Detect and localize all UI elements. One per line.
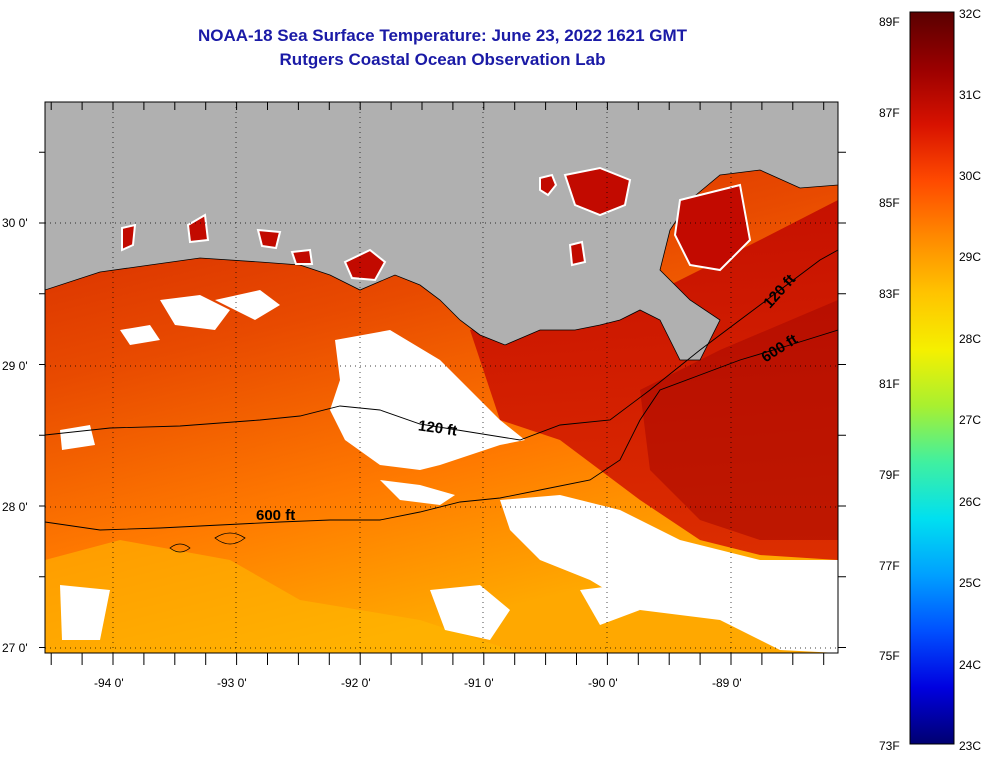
map-frame (44, 101, 839, 654)
colorbar-f-label: 83F (879, 287, 900, 301)
contour-label-600ft: 600 ft (256, 507, 296, 524)
cool-water-southwest (45, 540, 520, 653)
frame-ticks (39, 102, 846, 665)
island (343, 248, 387, 282)
island (568, 240, 587, 267)
colorbar-f-label: 77F (879, 559, 900, 573)
cloud-patch (500, 495, 838, 653)
contour-loop (214, 532, 246, 545)
lon-label: -92 0' (341, 676, 371, 690)
contour-loop (169, 543, 191, 553)
colorbar-f-label: 73F (879, 739, 900, 753)
colorbar-c-label: 23C (959, 739, 982, 753)
colorbar-c-label: 32C (959, 7, 982, 21)
cloud-patch (60, 585, 110, 640)
island (563, 166, 632, 217)
deep-red-zone (640, 300, 838, 540)
island (256, 228, 282, 250)
lon-label: -89 0' (712, 676, 742, 690)
island (539, 173, 558, 197)
cloud-patch (160, 295, 230, 330)
lon-label: -90 0' (588, 676, 618, 690)
colorbar-c-label: 26C (959, 495, 982, 509)
lon-label: -91 0' (464, 676, 494, 690)
cloud-patch (215, 290, 280, 320)
colorbar-c-label: 29C (959, 250, 982, 264)
contour-120ft (45, 249, 838, 441)
map-title: NOAA-18 Sea Surface Temperature: June 23… (197, 26, 688, 45)
colorbar-f-label: 75F (879, 649, 900, 663)
cloud-patch (330, 330, 525, 470)
contour-600ft (45, 329, 838, 531)
island (290, 248, 314, 265)
lat-label: 27 0' (2, 641, 28, 655)
cloud-patch (430, 585, 510, 640)
island (186, 213, 210, 244)
colorbar-c-label: 24C (959, 658, 982, 672)
lat-label: 29 0' (2, 359, 28, 373)
colorbar-c-label: 25C (959, 576, 982, 590)
cloud-patch (120, 325, 160, 345)
map-subtitle: Rutgers Coastal Ocean Observation Lab (279, 50, 606, 69)
colorbar-c-label: 31C (959, 88, 982, 102)
lat-label: 28 0' (2, 500, 28, 514)
colorbar-c-label: 27C (959, 413, 982, 427)
graticule (45, 102, 838, 653)
lon-label: -93 0' (217, 676, 247, 690)
colorbar-f-label: 79F (879, 468, 900, 482)
lat-label: 30 0' (2, 216, 28, 230)
island (121, 223, 137, 252)
colorbar-f-label: 89F (879, 15, 900, 29)
cloud-patch (580, 585, 640, 625)
colorbar-c-label: 30C (959, 169, 982, 183)
lon-label: -94 0' (94, 676, 124, 690)
colorbar-f-label: 81F (879, 377, 900, 391)
land-mass (45, 102, 838, 361)
colorbar (909, 11, 955, 745)
cloud-patch (380, 480, 455, 505)
colorbar-f-label: 87F (879, 106, 900, 120)
island (673, 183, 752, 272)
colorbar-f-label: 85F (879, 196, 900, 210)
colorbar-c-label: 28C (959, 332, 982, 346)
cloud-patch (60, 425, 95, 450)
